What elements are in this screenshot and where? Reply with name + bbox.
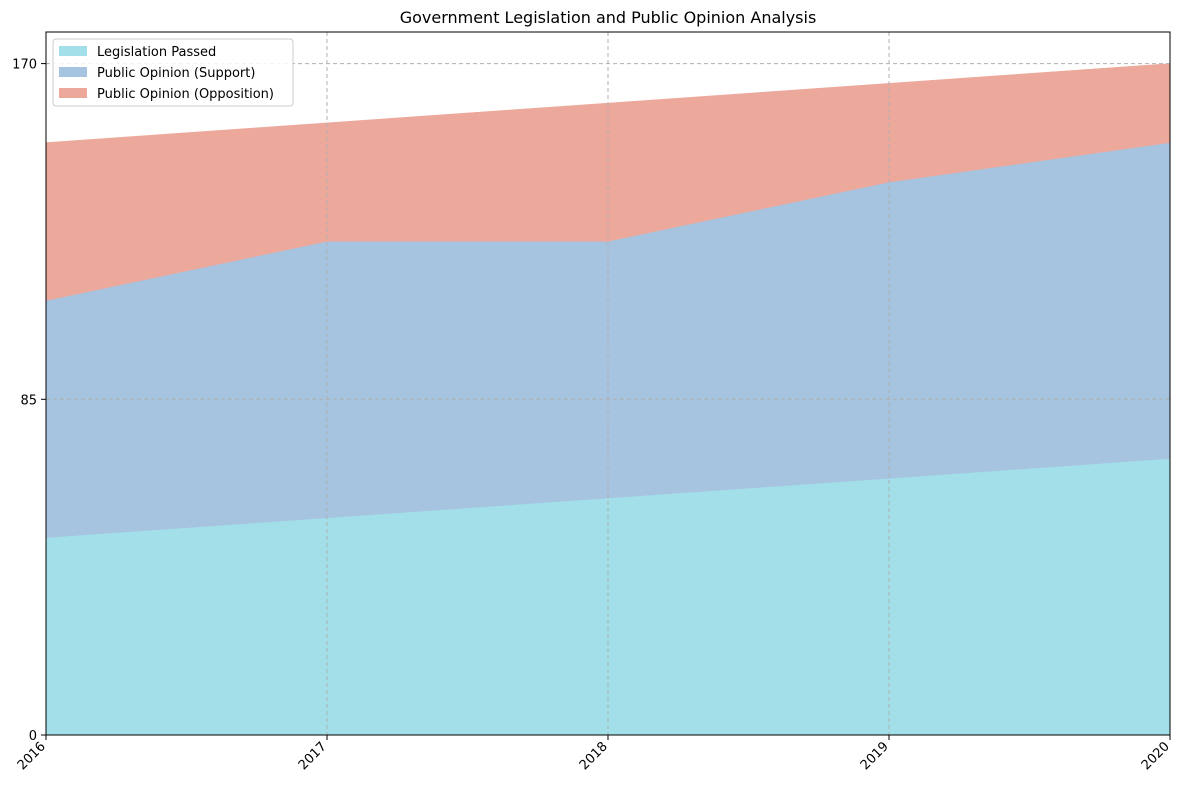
x-tick-label: 2016 [15,739,49,773]
x-tick-label: 2019 [858,739,892,773]
x-tick-label: 2017 [296,739,330,773]
legend-label-public-opinion-opposition: Public Opinion (Opposition) [97,87,274,102]
legend-swatch-public-opinion-opposition [59,88,87,98]
legend-label-legislation-passed: Legislation Passed [97,45,216,60]
legend-swatch-legislation-passed [59,46,87,56]
chart-title: Government Legislation and Public Opinio… [400,8,817,27]
legend-box [52,38,294,107]
legend-label-public-opinion-support: Public Opinion (Support) [97,66,255,81]
y-tick-label: 85 [20,393,37,408]
x-axis: 2016 2017 2018 2019 2020 [15,735,1173,773]
legend: Legislation Passed Public Opinion (Suppor… [52,38,294,107]
y-tick-label: 170 [12,58,37,73]
x-tick-label: 2018 [577,739,611,773]
y-axis: 0 85 170 [12,58,46,744]
legend-swatch-public-opinion-support [59,67,87,77]
x-tick-label: 2020 [1139,739,1173,773]
y-tick-label: 0 [29,729,37,744]
